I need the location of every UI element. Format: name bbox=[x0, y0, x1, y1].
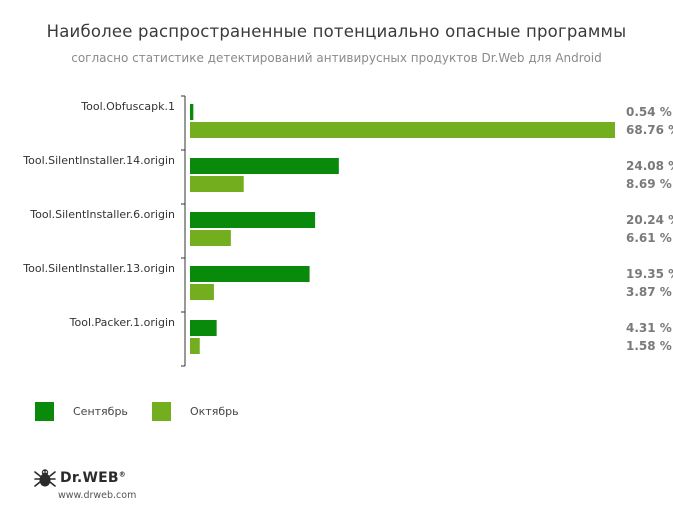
drweb-logo: Dr.WEB® www.drweb.com bbox=[34, 468, 136, 501]
data-label: 20.24 % bbox=[626, 213, 673, 227]
category-label: Tool.SilentInstaller.13.origin bbox=[22, 262, 175, 275]
logo-brand-text: Dr.WEB® bbox=[60, 470, 126, 486]
bar-october bbox=[190, 230, 231, 246]
category-label: Tool.Obfuscapk.1 bbox=[80, 100, 175, 113]
data-label: 3.87 % bbox=[626, 285, 672, 299]
legend-label-october: Октябрь bbox=[190, 405, 239, 418]
bar-october bbox=[190, 176, 244, 192]
bar-september bbox=[190, 212, 316, 228]
chart-subtitle: согласно статистике детектирований антив… bbox=[71, 51, 602, 65]
data-label: 4.31 % bbox=[626, 321, 672, 335]
data-label: 24.08 % bbox=[626, 159, 673, 173]
category-label: Tool.SilentInstaller.6.origin bbox=[29, 208, 175, 221]
data-label: 1.58 % bbox=[626, 339, 672, 353]
data-label: 0.54 % bbox=[626, 105, 672, 119]
data-label: 8.69 % bbox=[626, 177, 672, 191]
legend-swatch-september bbox=[35, 402, 54, 421]
bar-october bbox=[190, 338, 200, 354]
logo-url: www.drweb.com bbox=[58, 490, 137, 501]
data-label: 19.35 % bbox=[626, 267, 673, 281]
spider-logo-icon bbox=[34, 469, 56, 487]
bar-september bbox=[190, 158, 339, 174]
bar-september bbox=[190, 320, 217, 336]
data-label: 6.61 % bbox=[626, 231, 672, 245]
data-label: 68.76 % bbox=[626, 123, 673, 137]
bar-chart: Tool.Obfuscapk.1 0.54 % 68.76 % Tool.Silent… bbox=[22, 95, 673, 367]
category-label: Tool.SilentInstaller.14.origin bbox=[22, 154, 175, 167]
category-label: Tool.Packer.1.origin bbox=[69, 316, 175, 329]
legend-item-september: Сентябрь bbox=[35, 402, 128, 421]
legend-item-october: Октябрь bbox=[152, 402, 239, 421]
legend-swatch-october bbox=[152, 402, 171, 421]
legend-label-september: Сентябрь bbox=[73, 405, 128, 418]
bar-september bbox=[190, 266, 310, 282]
bar-september bbox=[190, 104, 194, 120]
chart-title: Наиболее распространенные потенциально о… bbox=[46, 22, 627, 41]
bar-october bbox=[190, 122, 615, 138]
bar-october bbox=[190, 284, 214, 300]
